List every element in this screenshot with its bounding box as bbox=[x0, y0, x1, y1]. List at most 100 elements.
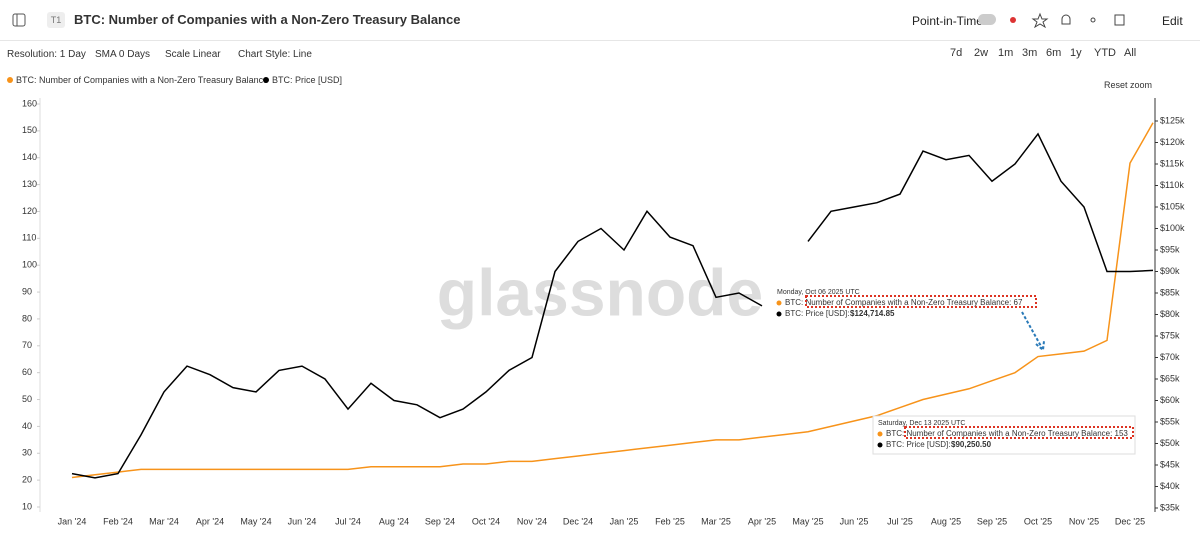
y-tick-label: 140 bbox=[22, 152, 37, 162]
badge: T1 bbox=[47, 12, 65, 28]
tooltip-line: BTC: Price [USD]: bbox=[886, 440, 950, 449]
tooltip-line: BTC: Number of Companies with a Non-Zero… bbox=[785, 298, 1023, 307]
star-icon[interactable] bbox=[1031, 12, 1049, 28]
x-tick-label: Nov '25 bbox=[1069, 516, 1099, 526]
x-tick-label: Jan '24 bbox=[58, 516, 87, 526]
header: T1 BTC: Number of Companies with a Non-Z… bbox=[0, 0, 1200, 41]
share-icon[interactable] bbox=[1090, 17, 1096, 23]
x-tick-label: Dec '24 bbox=[563, 516, 593, 526]
edit-button[interactable]: Edit bbox=[1162, 14, 1183, 28]
y2-tick-label: $95k bbox=[1160, 244, 1180, 254]
resolution-select[interactable]: Resolution: 1 Day bbox=[7, 49, 86, 60]
y2-tick-label: $100k bbox=[1160, 223, 1185, 233]
tooltip: Monday, Oct 06 2025 UTC BTC: Number of Co… bbox=[772, 285, 1042, 323]
legend-item: BTC: Number of Companies with a Non-Zero… bbox=[7, 75, 268, 85]
x-tick-label: Oct '25 bbox=[1024, 516, 1052, 526]
y2-tick-label: $35k bbox=[1160, 502, 1180, 512]
x-tick-label: Oct '24 bbox=[472, 516, 500, 526]
tooltip: Saturday, Dec 13 2025 UTC BTC: Number of … bbox=[872, 415, 1136, 455]
y-tick-label: 160 bbox=[22, 98, 37, 108]
x-tick-label: Aug '24 bbox=[379, 516, 409, 526]
y-tick-label: 120 bbox=[22, 206, 37, 216]
x-tick-label: Apr '25 bbox=[748, 516, 776, 526]
tooltip-box bbox=[872, 415, 1136, 455]
y2-tick-label: $110k bbox=[1160, 180, 1184, 190]
y-tick-label: 20 bbox=[22, 475, 32, 485]
x-tick-label: Sep '25 bbox=[977, 516, 1007, 526]
x-tick-label: Mar '24 bbox=[149, 516, 179, 526]
y-tick-label: 70 bbox=[22, 340, 32, 350]
range-button[interactable]: 1m bbox=[998, 47, 1014, 59]
x-tick-label: Dec '25 bbox=[1115, 516, 1145, 526]
tooltip-date: Saturday, Dec 13 2025 UTC bbox=[878, 420, 965, 427]
y-tick-label: 80 bbox=[22, 313, 32, 323]
y2-tick-label: $105k bbox=[1160, 201, 1185, 211]
count-line bbox=[71, 122, 1154, 479]
tooltip-dot bbox=[877, 431, 883, 437]
tooltip-price: $124,714.85 bbox=[850, 309, 895, 318]
x-tick-label: Mar '25 bbox=[701, 516, 731, 526]
y2-tick-label: $50k bbox=[1160, 438, 1180, 448]
bell-icon[interactable] bbox=[1061, 14, 1071, 25]
tooltip-dot bbox=[776, 311, 782, 317]
legend-label: BTC: Number of Companies with a Non-Zero… bbox=[16, 75, 269, 85]
y2-tick-label: $125k bbox=[1160, 115, 1185, 125]
y-tick-label: 50 bbox=[22, 394, 32, 404]
y2-tick-label: $80k bbox=[1160, 309, 1180, 319]
reset-zoom[interactable]: Reset zoom bbox=[1104, 80, 1153, 90]
toggle[interactable] bbox=[978, 14, 996, 25]
watermark: glassnode bbox=[437, 255, 763, 329]
style-select[interactable]: Chart Style: Line bbox=[238, 49, 312, 60]
legend-label: BTC: Price [USD] bbox=[272, 75, 343, 85]
y-tick-label: 60 bbox=[22, 367, 32, 377]
y2-tick-label: $45k bbox=[1160, 459, 1180, 469]
y2-tick-label: $120k bbox=[1160, 137, 1185, 147]
range-button[interactable]: YTD bbox=[1094, 47, 1116, 59]
x-tick-label: May '25 bbox=[792, 516, 823, 526]
y-tick-label: 150 bbox=[22, 125, 37, 135]
tooltip-dot bbox=[877, 442, 883, 448]
range-button[interactable]: 7d bbox=[950, 47, 963, 59]
y2-tick-label: $55k bbox=[1160, 416, 1180, 426]
tooltip-price: $90,250.50 bbox=[951, 440, 992, 449]
y2-tick-label: $70k bbox=[1160, 352, 1180, 362]
x-tick-label: Jun '25 bbox=[840, 516, 869, 526]
y2-tick-label: $65k bbox=[1160, 373, 1180, 383]
y2-tick-label: $75k bbox=[1160, 330, 1180, 340]
y2-tick-label: $40k bbox=[1160, 481, 1180, 491]
x-tick-label: Feb '25 bbox=[655, 516, 685, 526]
x-tick-label: Feb '24 bbox=[103, 516, 133, 526]
x-tick-label: Aug '25 bbox=[931, 516, 961, 526]
range-button[interactable]: 6m bbox=[1046, 47, 1062, 59]
scale-select[interactable]: Scale Linear bbox=[165, 49, 221, 60]
y2-tick-label: $90k bbox=[1160, 266, 1180, 276]
range-button[interactable]: 1y bbox=[1070, 47, 1082, 59]
y2-tick-label: $85k bbox=[1160, 287, 1180, 297]
range-button[interactable]: All bbox=[1124, 47, 1137, 59]
y-tick-label: 30 bbox=[22, 448, 32, 458]
y2-tick-label: $115k bbox=[1160, 158, 1184, 168]
x-tick-label: May '24 bbox=[240, 516, 271, 526]
x-tick-label: Apr '24 bbox=[196, 516, 224, 526]
y2-tick-label: $60k bbox=[1160, 395, 1180, 405]
x-tick-label: Nov '24 bbox=[517, 516, 547, 526]
sidebar-icon[interactable] bbox=[12, 13, 26, 27]
x-tick-label: Jun '24 bbox=[288, 516, 317, 526]
tooltip-box bbox=[772, 285, 1042, 323]
ai-icon[interactable] bbox=[1010, 17, 1016, 23]
annotation-arrow bbox=[1021, 311, 1045, 352]
range-button[interactable]: 2w bbox=[974, 47, 989, 59]
point-in-time-label: Point-in-Time bbox=[912, 14, 983, 28]
sma-select[interactable]: SMA 0 Days bbox=[95, 49, 151, 60]
y-tick-label: 130 bbox=[22, 179, 37, 189]
tooltip-line: BTC: Price [USD]: bbox=[785, 309, 849, 318]
x-tick-label: Jul '25 bbox=[887, 516, 913, 526]
range-button[interactable]: 3m bbox=[1022, 47, 1038, 59]
y-tick-label: 10 bbox=[22, 501, 32, 511]
header-icons bbox=[1010, 12, 1125, 28]
x-tick-label: Jan '25 bbox=[610, 516, 639, 526]
copy-icon[interactable] bbox=[1114, 14, 1125, 26]
tooltip-line: BTC: Number of Companies with a Non-Zero… bbox=[886, 429, 1128, 438]
